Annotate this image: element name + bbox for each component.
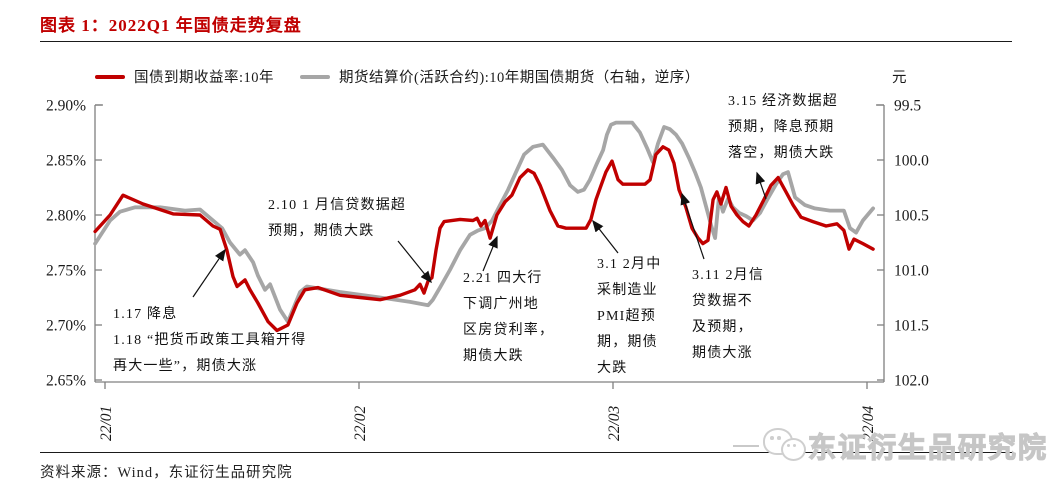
legend-swatch-futures (300, 74, 331, 79)
svg-text:100.0: 100.0 (894, 153, 929, 170)
figure-title: 图表 1：2022Q1 年国债走势复盘 (40, 16, 302, 35)
right-axis-unit-label: 元 (892, 70, 907, 86)
svg-text:22/03: 22/03 (606, 405, 623, 441)
event-annotation-2: 2.10 1 月信贷数据超 预期，期债大跌 (268, 198, 407, 239)
svg-text:99.5: 99.5 (894, 98, 921, 115)
svg-text:22/02: 22/02 (352, 405, 369, 441)
event-annotation-3: 2.21 四大行 下调广州地 区房贷利率， 期债大跌 (463, 271, 555, 364)
legend-label-yield: 国债到期收益率:10年 (134, 70, 275, 86)
wechat-icon (762, 427, 808, 465)
event-annotation-1: 1.17 降息 1.18 “把货币政策工具箱开得 再大一些”，期债大涨 (113, 307, 307, 374)
watermark-dash (733, 444, 759, 448)
svg-text:100.5: 100.5 (894, 208, 929, 225)
chart-legend: 国债到期收益率:10年 期货结算价(活跃合约):10年期国债期货（右轴，逆序） … (95, 66, 907, 87)
event-annotation-5: 3.11 2月信 贷数据不 及预期， 期债大涨 (692, 268, 765, 361)
svg-text:2.90%: 2.90% (46, 98, 86, 115)
bottom-divider (40, 452, 1012, 453)
legend-label-futures: 期货结算价(活跃合约):10年期国债期货（右轴，逆序） (339, 70, 700, 86)
svg-text:101.5: 101.5 (894, 318, 929, 335)
legend-swatch-yield (95, 74, 125, 79)
watermark-text: 东证衍生品研究院 (807, 432, 1049, 464)
svg-text:2.80%: 2.80% (46, 208, 86, 225)
source-note: 资料来源：Wind，东证衍生品研究院 (40, 465, 293, 481)
svg-text:101.0: 101.0 (894, 263, 929, 280)
svg-text:2.70%: 2.70% (46, 318, 86, 335)
svg-text:102.0: 102.0 (894, 373, 929, 390)
event-annotation-4: 3.1 2月中 采制造业 PMI超预 期，期债 大跌 (597, 257, 662, 376)
svg-text:2.65%: 2.65% (46, 373, 86, 390)
svg-text:22/01: 22/01 (98, 406, 115, 441)
svg-text:2.75%: 2.75% (46, 263, 86, 280)
watermark: 东证衍生品研究院 (733, 426, 1048, 466)
yield-line (93, 145, 875, 333)
svg-text:2.85%: 2.85% (46, 153, 86, 170)
event-annotation-6: 3.15 经济数据超 预期，降息预期 落空，期债大跌 (728, 94, 838, 161)
top-divider (40, 41, 1012, 42)
svg-text:22/04: 22/04 (860, 405, 877, 441)
